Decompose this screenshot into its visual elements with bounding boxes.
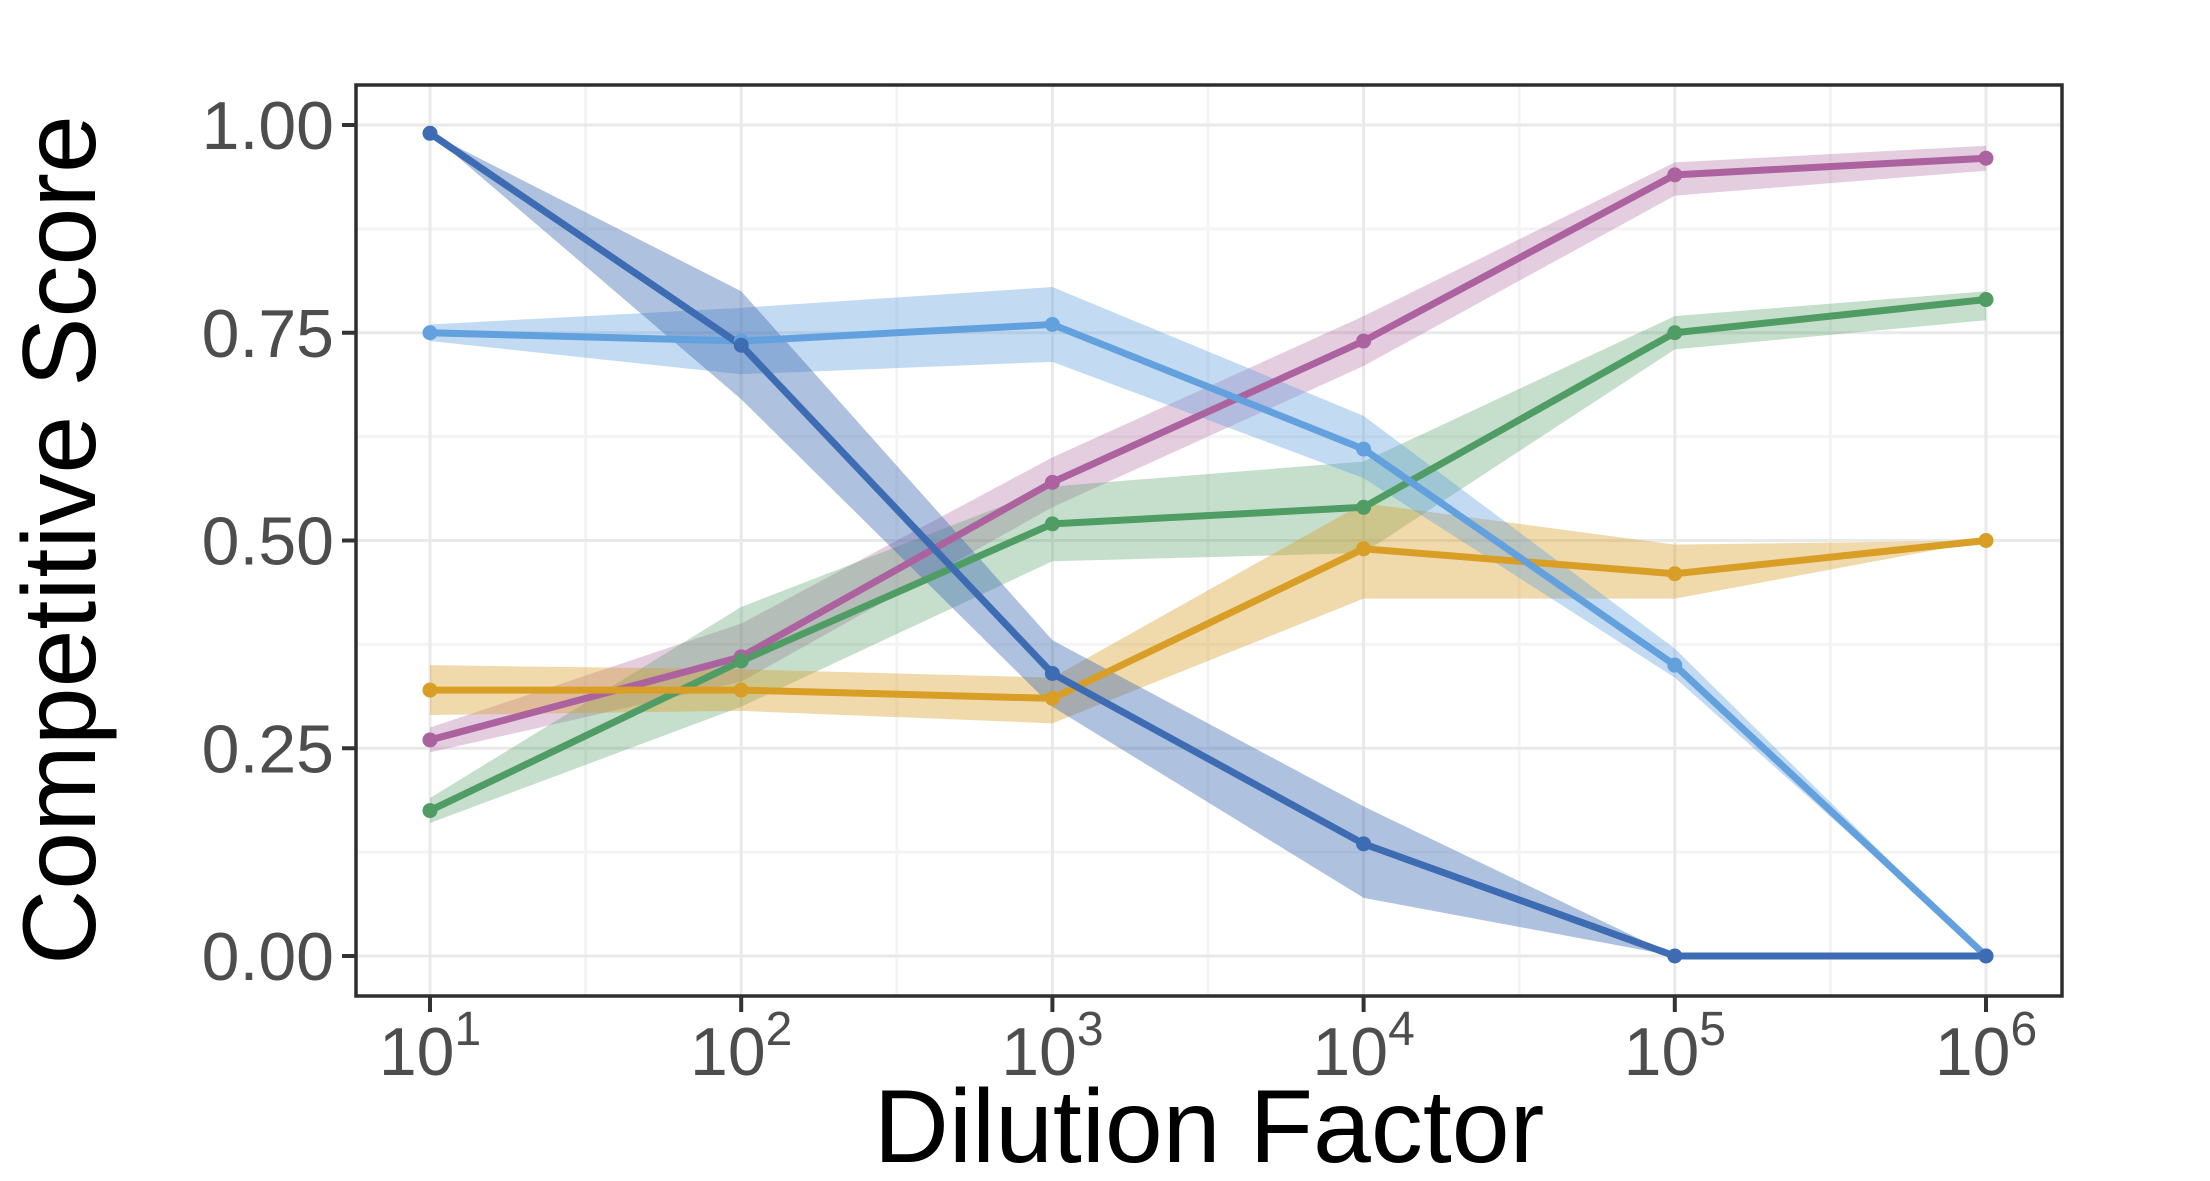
x-tick-label: 106 xyxy=(1935,1003,2037,1090)
data-point-green xyxy=(422,803,438,819)
data-point-dark-blue xyxy=(1356,836,1372,852)
data-point-dark-blue xyxy=(1667,948,1683,964)
data-point-light-blue xyxy=(1667,657,1683,673)
y-tick-label: 0.25 xyxy=(202,711,334,787)
data-point-green xyxy=(1044,516,1060,532)
x-tick-label: 101 xyxy=(379,1003,481,1090)
y-tick-label: 0.75 xyxy=(202,296,334,372)
y-axis-title: Competitive Score xyxy=(2,115,118,965)
data-point-dark-blue xyxy=(733,337,749,353)
data-point-gold xyxy=(422,682,438,698)
data-point-magenta xyxy=(422,732,438,748)
data-point-magenta xyxy=(1978,150,1994,166)
y-tick-label: 0.00 xyxy=(202,919,334,995)
series-line-magenta xyxy=(426,154,1990,744)
series-ribbon-dark-blue xyxy=(430,133,1986,956)
y-tick-label: 1.00 xyxy=(202,88,334,164)
series-ribbon-gold xyxy=(430,503,1986,724)
series-line-dark-blue xyxy=(426,129,1990,960)
data-point-dark-blue xyxy=(1978,948,1994,964)
data-point-green xyxy=(1978,292,1994,308)
series-line-light-blue xyxy=(426,320,1990,960)
x-tick-label: 104 xyxy=(1312,1003,1414,1090)
x-tick-label: 102 xyxy=(690,1003,792,1090)
data-point-magenta xyxy=(1356,333,1372,349)
x-axis-title: Dilution Factor xyxy=(874,1069,1544,1181)
series-layer xyxy=(422,125,1994,964)
data-point-gold xyxy=(1667,566,1683,582)
data-point-light-blue xyxy=(422,325,438,341)
data-point-light-blue xyxy=(1356,441,1372,457)
series-line-gold xyxy=(426,537,1990,702)
axis-layer: 101 102 103 104 105 106 1.00 0.75 0.50 0.25 0.00 xyxy=(202,88,2038,1090)
y-tick-label: 0.50 xyxy=(202,504,334,580)
x-tick-label: 105 xyxy=(1624,1003,1726,1090)
data-point-light-blue xyxy=(1044,316,1060,332)
data-point-green xyxy=(1667,325,1683,341)
data-point-green xyxy=(733,653,749,669)
x-tick-label: 103 xyxy=(1001,1003,1103,1090)
data-point-green xyxy=(1356,499,1372,515)
data-point-gold xyxy=(1044,690,1060,706)
data-point-gold xyxy=(1356,541,1372,557)
series-ribbon-light-blue xyxy=(430,287,1986,956)
data-point-magenta xyxy=(1044,474,1060,490)
data-point-dark-blue xyxy=(1044,665,1060,681)
data-point-gold xyxy=(733,682,749,698)
data-point-dark-blue xyxy=(422,125,438,141)
data-point-gold xyxy=(1978,533,1994,548)
series-line-green xyxy=(426,296,1990,815)
series-ribbon-green xyxy=(430,291,1986,824)
data-point-magenta xyxy=(1667,167,1683,183)
series-ribbon-magenta xyxy=(430,145,1986,753)
